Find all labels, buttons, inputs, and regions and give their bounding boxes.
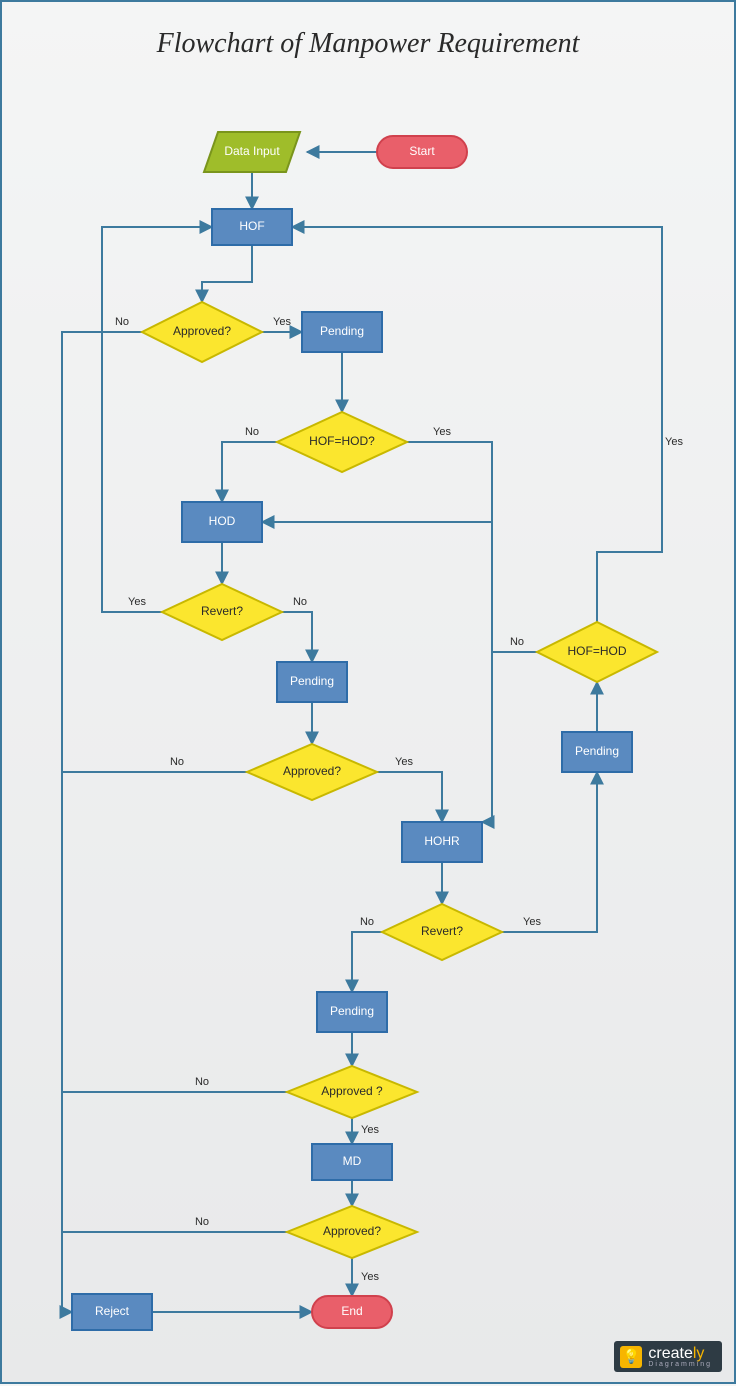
node-label-approved4: Approved? (323, 1224, 381, 1238)
node-label-hof: HOF (239, 219, 264, 233)
node-pending4: Pending (562, 732, 632, 772)
edge-revert2-pending4 (502, 772, 597, 932)
node-approved1: Approved? (142, 302, 262, 362)
node-label-revert2: Revert? (421, 924, 463, 938)
node-label-input: Data Input (224, 144, 280, 158)
lightbulb-icon: 💡 (620, 1346, 642, 1368)
node-label-hod: HOD (209, 514, 236, 528)
logo-subtitle: Diagramming (648, 1361, 712, 1368)
edge-hof-approved1 (202, 245, 252, 302)
edge-hofhod1-hod (222, 442, 277, 502)
edge-label-7: Yes (433, 426, 451, 438)
node-label-pending1: Pending (320, 324, 364, 338)
node-input: Data Input (204, 132, 300, 172)
node-label-pending3: Pending (330, 1004, 374, 1018)
node-pending1: Pending (302, 312, 382, 352)
node-reject: Reject (72, 1294, 152, 1330)
edge-revert1-hof (102, 227, 212, 612)
edge-hofhod2-hod (262, 522, 537, 652)
node-label-approved1: Approved? (173, 324, 231, 338)
edge-label-3: Yes (273, 316, 291, 328)
edge-label-18: Yes (665, 436, 683, 448)
node-approved3: Approved ? (287, 1066, 417, 1118)
edge-revert2-pending3 (352, 932, 382, 992)
edge-label-12: Yes (395, 756, 413, 768)
node-label-pending2: Pending (290, 674, 334, 688)
edge-hofhod1-hohr (407, 442, 492, 822)
edge-label-9: Yes (128, 596, 146, 608)
logo-text-a: create (648, 1345, 692, 1362)
node-approved2: Approved? (247, 744, 377, 800)
edge-label-16: Yes (523, 916, 541, 928)
edge-label-6: No (245, 426, 259, 438)
edge-label-4: No (115, 316, 129, 328)
node-hod: HOD (182, 502, 262, 542)
edge-approved2-hohr (377, 772, 442, 822)
edge-label-24: Yes (361, 1271, 379, 1283)
edge-revert1-pending2 (282, 612, 312, 662)
node-start: Start (377, 136, 467, 168)
node-md: MD (312, 1144, 392, 1180)
node-label-revert1: Revert? (201, 604, 243, 618)
node-label-reject: Reject (95, 1304, 130, 1318)
edge-label-15: No (360, 916, 374, 928)
node-label-hofhod2: HOF=HOD (567, 644, 626, 658)
node-pending3: Pending (317, 992, 387, 1032)
edge-label-25: No (195, 1216, 209, 1228)
node-label-approved3: Approved ? (321, 1084, 383, 1098)
edge-label-21: Yes (361, 1124, 379, 1136)
node-pending2: Pending (277, 662, 347, 702)
node-approved4: Approved? (287, 1206, 417, 1258)
node-hofhod2: HOF=HOD (537, 622, 657, 682)
node-revert2: Revert? (382, 904, 502, 960)
node-label-pending4: Pending (575, 744, 619, 758)
edge-label-19: No (510, 636, 524, 648)
node-label-start: Start (409, 144, 435, 158)
logo-text-b: ly (693, 1345, 705, 1362)
node-label-md: MD (343, 1154, 362, 1168)
node-hofhod1: HOF=HOD? (277, 412, 407, 472)
edge-label-10: No (293, 596, 307, 608)
node-label-hohr: HOHR (424, 834, 460, 848)
node-revert1: Revert? (162, 584, 282, 640)
edge-label-22: No (195, 1076, 209, 1088)
node-label-hofhod1: HOF=HOD? (309, 434, 375, 448)
node-label-end: End (341, 1304, 362, 1318)
flowchart-canvas: Start Data Input HOF Approved? Pending HOF=HO… (2, 2, 736, 1386)
node-end: End (312, 1296, 392, 1328)
node-hof: HOF (212, 209, 292, 245)
creately-logo: 💡 creately Diagramming (614, 1341, 722, 1372)
node-hohr: HOHR (402, 822, 482, 862)
node-label-approved2: Approved? (283, 764, 341, 778)
edge-label-13: No (170, 756, 184, 768)
